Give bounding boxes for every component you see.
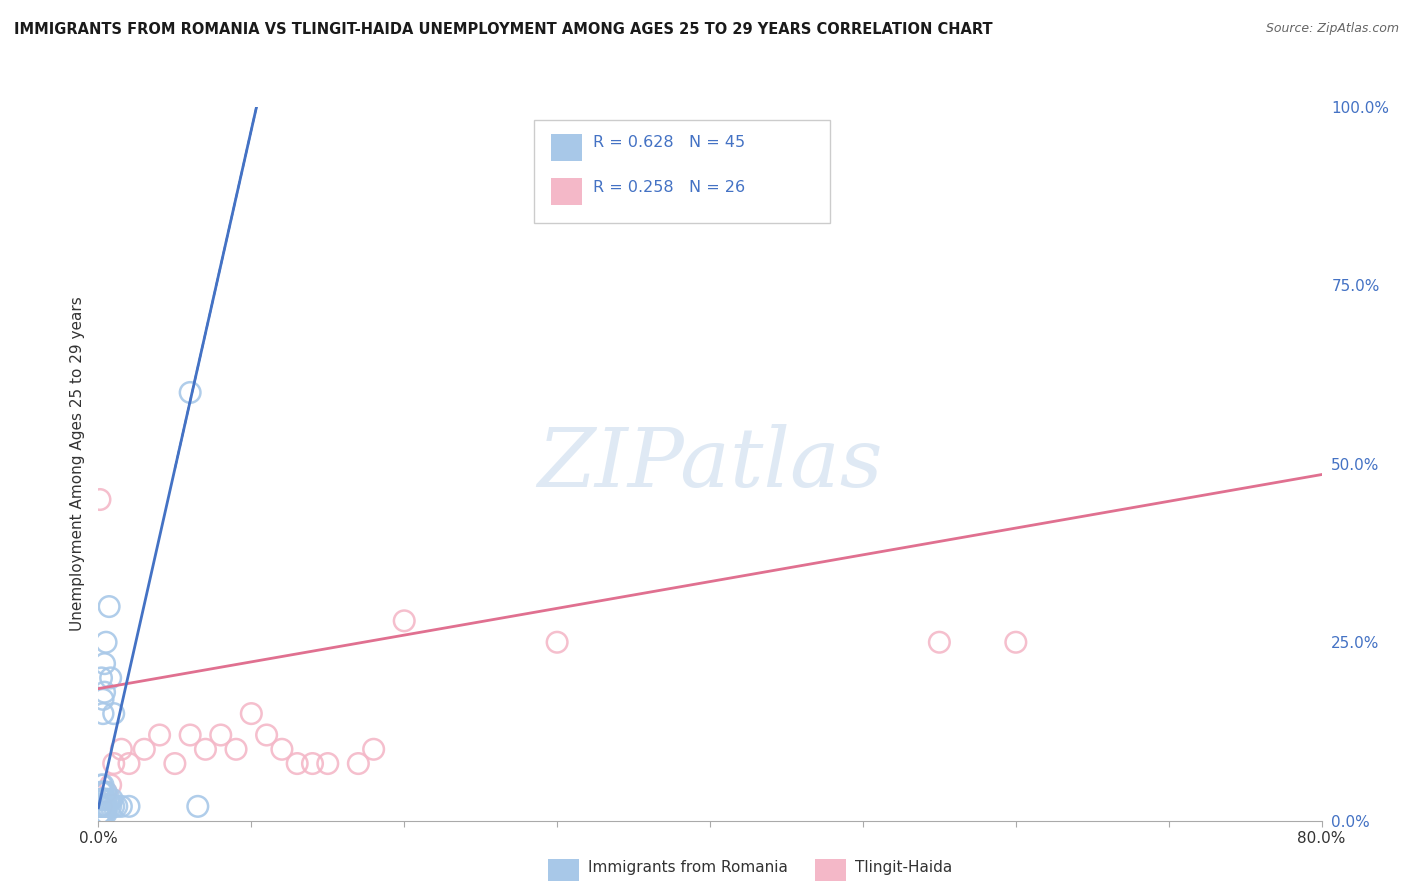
Point [103, 706, 125, 721]
Text: ZIPatlas: ZIPatlas [537, 424, 883, 504]
Y-axis label: Unemployment Among Ages 25 to 29 years: Unemployment Among Ages 25 to 29 years [69, 296, 84, 632]
Point [93, 806, 115, 821]
Point [94, 799, 117, 814]
Point [118, 756, 141, 771]
Point [93, 685, 115, 699]
Point [194, 742, 217, 756]
Point [225, 742, 247, 756]
Point [285, 756, 308, 771]
Point [94, 806, 117, 821]
Point [90, 799, 112, 814]
Point [90, 806, 112, 821]
Point [91, 706, 114, 721]
Point [91, 806, 114, 821]
Point [93, 657, 115, 671]
Point [91, 799, 114, 814]
Point [97, 799, 120, 814]
Point [90, 671, 112, 685]
Point [100, 799, 122, 814]
Point [91, 806, 114, 821]
Point [149, 728, 172, 742]
Point [301, 756, 323, 771]
Point [90, 799, 112, 814]
Point [179, 385, 201, 400]
Point [94, 635, 117, 649]
Point [118, 799, 141, 814]
Point [100, 671, 122, 685]
Point [392, 614, 416, 628]
Text: Tlingit-Haida: Tlingit-Haida [855, 861, 952, 875]
Point [110, 799, 132, 814]
Point [105, 799, 128, 814]
Point [316, 756, 339, 771]
Point [93, 799, 115, 814]
Point [91, 692, 114, 706]
Point [98, 792, 121, 806]
Text: R = 0.258   N = 26: R = 0.258 N = 26 [593, 180, 745, 194]
Point [90, 792, 112, 806]
Point [94, 792, 117, 806]
Point [90, 806, 112, 821]
Point [103, 756, 125, 771]
Point [187, 799, 209, 814]
Point [91, 792, 114, 806]
Point [163, 756, 186, 771]
Point [100, 778, 122, 792]
Point [270, 742, 292, 756]
Point [363, 742, 385, 756]
Text: IMMIGRANTS FROM ROMANIA VS TLINGIT-HAIDA UNEMPLOYMENT AMONG AGES 25 TO 29 YEARS : IMMIGRANTS FROM ROMANIA VS TLINGIT-HAIDA… [14, 22, 993, 37]
Point [110, 742, 132, 756]
Text: Source: ZipAtlas.com: Source: ZipAtlas.com [1265, 22, 1399, 36]
Point [546, 635, 568, 649]
Text: Immigrants from Romania: Immigrants from Romania [588, 861, 787, 875]
Point [91, 785, 114, 799]
Point [1004, 635, 1026, 649]
Point [90, 778, 112, 792]
Point [89, 799, 111, 814]
Point [240, 706, 263, 721]
Point [98, 599, 121, 614]
Point [101, 792, 124, 806]
Point [928, 635, 950, 649]
Point [94, 785, 117, 799]
Point [256, 728, 278, 742]
Point [93, 799, 115, 814]
Point [90, 792, 112, 806]
Point [90, 799, 112, 814]
Point [90, 785, 112, 799]
Point [94, 785, 117, 799]
Text: R = 0.628   N = 45: R = 0.628 N = 45 [593, 136, 745, 150]
Point [91, 799, 114, 814]
Point [89, 806, 111, 821]
Point [103, 799, 125, 814]
Point [93, 792, 115, 806]
Point [89, 492, 111, 507]
Point [134, 742, 156, 756]
Point [179, 728, 201, 742]
Point [347, 756, 370, 771]
Point [89, 806, 111, 821]
Point [91, 778, 114, 792]
Point [209, 728, 232, 742]
